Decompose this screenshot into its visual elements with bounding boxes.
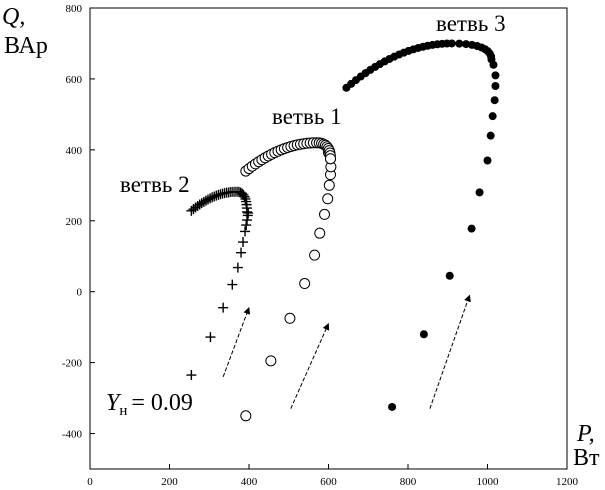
data-point: [299, 278, 311, 290]
x-axis-symbol: P,: [576, 421, 595, 447]
data-point: [240, 226, 251, 237]
x-axis-unit: Вт: [573, 445, 600, 471]
x-tick-label: 0: [87, 476, 93, 488]
data-point: [462, 40, 471, 49]
data-point: [467, 224, 476, 233]
annotation-arrow: [290, 322, 330, 409]
data-point: [239, 191, 250, 202]
annotation-subscript: н: [119, 403, 127, 419]
annotation-arrow: [222, 306, 251, 377]
annotation-value: = 0.09: [131, 390, 193, 416]
x-tick-label: 1000: [477, 476, 500, 488]
branch-label-1: ветвь 1: [272, 104, 342, 129]
x-tick-label: 400: [241, 476, 258, 488]
data-point: [202, 194, 213, 205]
data-point: [419, 330, 428, 339]
y-tick-label: 400: [66, 145, 83, 157]
axes: 0 200 400 600 800 1000 1200 -400 -200 0 200 400 600 8…: [62, 3, 579, 488]
data-point: [488, 112, 497, 121]
data-point: [227, 279, 238, 290]
data-point: [200, 195, 211, 206]
data-point: [447, 39, 456, 48]
data-point: [388, 402, 397, 411]
data-point: [483, 156, 492, 165]
data-point: [238, 189, 249, 200]
x-tick-label: 200: [161, 476, 178, 488]
data-marks: [186, 39, 500, 422]
data-point: [319, 208, 331, 220]
data-point: [486, 131, 495, 140]
data-point: [455, 39, 464, 48]
data-point: [232, 262, 243, 273]
data-point: [445, 271, 454, 280]
data-point: [209, 191, 220, 202]
series-3: [342, 39, 500, 411]
x-tick-label: 1200: [556, 476, 579, 488]
data-point: [207, 192, 218, 203]
y-tick-label: -200: [62, 358, 83, 370]
data-point: [186, 370, 197, 381]
series-2: [240, 137, 337, 422]
data-point: [241, 220, 252, 231]
data-point: [243, 207, 254, 218]
data-point: [236, 247, 247, 258]
y-tick-label: 600: [66, 74, 83, 86]
admittance-annotation: Yн = 0.09: [106, 390, 193, 419]
y-axis-symbol: Q,: [2, 4, 25, 30]
annotation-symbol: Y: [106, 390, 122, 416]
y-tick-label: 800: [66, 3, 83, 15]
data-point: [309, 249, 321, 261]
branch-label-3: ветвь 3: [436, 11, 506, 36]
annotation-arrow: [429, 294, 471, 409]
data-point: [491, 71, 500, 80]
series-1: [186, 186, 254, 381]
x-tick-label: 600: [320, 476, 337, 488]
y-tick-label: -400: [62, 429, 83, 441]
y-tick-label: 200: [66, 216, 83, 228]
data-point: [205, 193, 216, 204]
annotation-arrows: [222, 294, 471, 409]
data-point: [324, 153, 336, 165]
data-point: [205, 332, 216, 343]
data-point: [491, 82, 500, 91]
data-point: [240, 410, 252, 422]
data-point: [211, 190, 222, 201]
data-point: [265, 355, 277, 367]
y-tick-label: 0: [77, 287, 83, 299]
data-point: [242, 206, 253, 217]
data-point: [475, 188, 484, 197]
data-point: [314, 227, 326, 239]
y-axis-unit: ВАр: [4, 33, 48, 59]
data-point: [323, 179, 335, 191]
data-point: [238, 237, 249, 248]
data-point: [322, 193, 334, 205]
data-point: [198, 196, 209, 207]
data-point: [487, 55, 496, 64]
branch-label-2: ветвь 2: [120, 172, 190, 197]
data-point: [196, 198, 207, 209]
data-point: [490, 96, 499, 105]
data-point: [218, 302, 229, 313]
x-tick-label: 800: [400, 476, 417, 488]
data-point: [284, 312, 296, 324]
